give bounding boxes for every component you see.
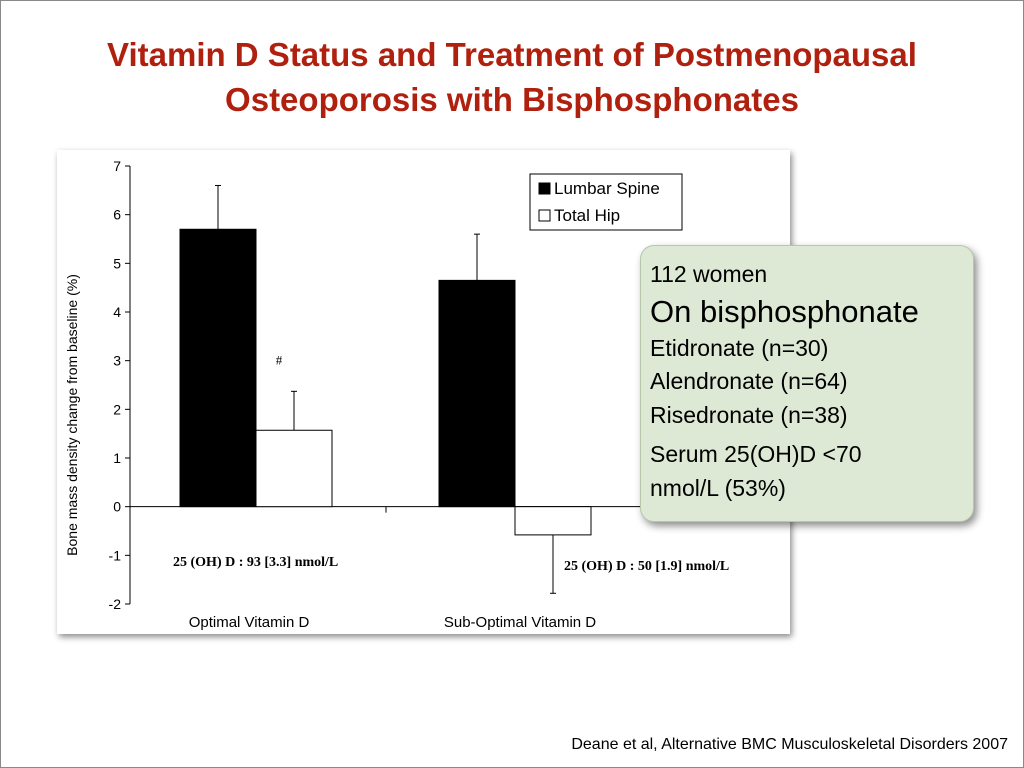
y-tick-label: 3 [113,353,121,369]
y-tick-label: 7 [113,158,121,174]
significance-marker: # [276,353,283,368]
y-tick-label: -1 [109,547,122,563]
slide-title: Vitamin D Status and Treatment of Postme… [20,32,1004,122]
bar-lumbar-spine [438,279,516,508]
info-line-serum: Serum 25(OH)D <70 [650,441,862,467]
y-tick-label: 5 [113,255,121,271]
y-tick-label: 1 [113,450,121,466]
info-line-etidronate: Etidronate (n=30) [650,334,829,361]
bar-total-hip [514,506,592,536]
vitamin-d-annotation-optimal: 25 (OH) D : 93 [3.3] nmol/L [173,555,338,570]
bar-lumbar-spine [179,228,257,508]
legend-box [529,173,683,231]
category-label: Optimal Vitamin D [189,614,310,631]
info-box: 112 women On bisphosphonate Etidronate (… [640,245,974,522]
info-line-risedronate: Risedronate (n=38) [650,401,848,428]
y-tick-label: 6 [113,207,121,223]
y-axis-label: Bone mass density change from baseline (… [64,274,80,556]
y-tick-label: 0 [113,499,121,515]
category-label: Sub-Optimal Vitamin D [444,614,596,631]
y-tick-label: 4 [113,304,121,320]
citation: Deane et al, Alternative BMC Musculoskel… [571,736,1008,753]
bar-total-hip [255,429,333,508]
info-line-women: 112 women [650,261,768,287]
bar-chart: -2 -1 0 1 2 3 4 5 6 7 Bone mass density change fro… [64,158,772,631]
info-line-treatment: On bisphosphonate [650,293,919,329]
y-tick-label: 2 [113,401,121,417]
legend-swatch-lumbar-spine [538,182,551,195]
slide-title-line-1: Vitamin D Status and Treatment of Postme… [107,36,917,73]
info-line-serum-cont: nmol/L (53%) [650,474,786,501]
legend-label-total-hip: Total Hip [554,206,620,225]
info-line-alendronate: Alendronate (n=64) [650,368,848,394]
legend-label-lumbar-spine: Lumbar Spine [554,179,660,198]
vitamin-d-annotation-suboptimal: 25 (OH) D : 50 [1.9] nmol/L [564,559,729,574]
y-tick-label: -2 [109,596,122,612]
slide-title-line-2: Osteoporosis with Bisphosphonates [225,81,799,118]
legend-swatch-total-hip [538,209,551,222]
